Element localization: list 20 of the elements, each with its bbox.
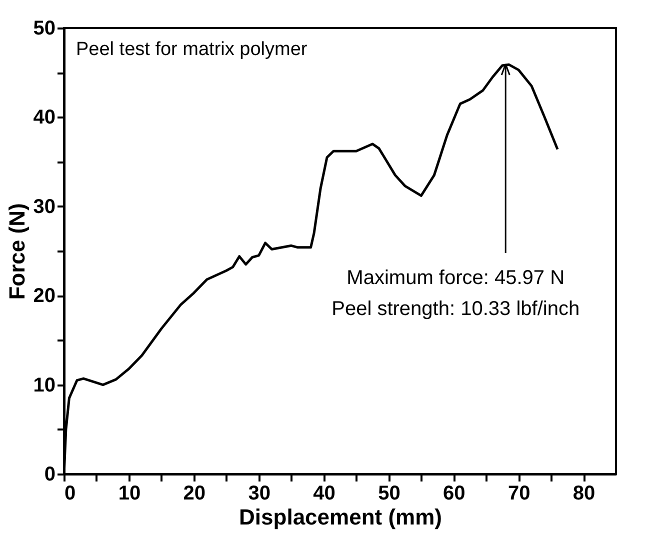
- x-tick-label: 40: [313, 482, 336, 504]
- x-axis-title: Displacement (mm): [239, 504, 442, 530]
- text: Peel test for matrix polymer: [76, 39, 308, 60]
- y-tick-label: 10: [33, 374, 56, 396]
- y-axis-title: Force (N): [4, 203, 30, 300]
- y-tick-label: 20: [33, 285, 56, 308]
- y-tick-label: 40: [33, 106, 56, 129]
- x-tick-label: 0: [64, 482, 76, 504]
- y-tick-label: 30: [33, 196, 56, 218]
- x-tick-label: 50: [378, 482, 400, 504]
- x-tick-label: 60: [443, 482, 466, 504]
- x-tick-label: 10: [118, 482, 141, 504]
- x-tick-label: 30: [248, 482, 270, 504]
- x-tick-label: 80: [572, 482, 596, 504]
- annotation: Peel strength: 10.33 lbf/inch: [332, 298, 580, 320]
- x-tick-label: 20: [183, 482, 206, 504]
- annotation: Maximum force: 45.97 N: [346, 267, 565, 289]
- y-tick-label: 0: [44, 464, 56, 486]
- y-tick-label: 50: [33, 18, 56, 40]
- x-tick-label: 70: [508, 482, 530, 504]
